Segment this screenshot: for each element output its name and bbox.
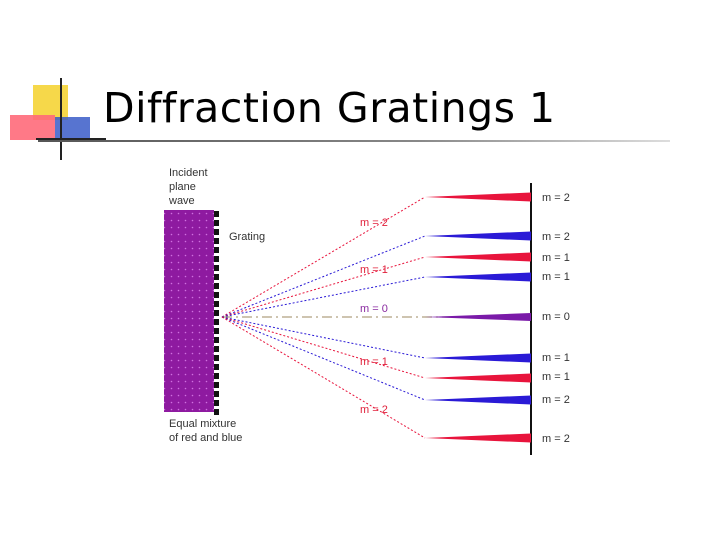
- screen-label-4: m = 1: [542, 271, 570, 283]
- fan-label-m0: m = 0: [360, 303, 388, 315]
- screen-label-1: m = 2: [542, 192, 570, 204]
- screen-label-2: m = 2: [542, 231, 570, 243]
- screen-label-6: m = 1: [542, 352, 570, 364]
- spot-red: [425, 373, 531, 383]
- incident-label-1: Incident: [169, 167, 208, 179]
- grating-label: Grating: [229, 231, 265, 243]
- grating-slit: [214, 400, 219, 406]
- grating-slit: [214, 274, 219, 280]
- ray-red: [221, 316, 426, 439]
- ray-blue: [221, 276, 426, 318]
- spot-purple: [425, 313, 531, 321]
- grating-slit: [214, 265, 219, 271]
- ray-red: [221, 196, 426, 318]
- grating-slit: [214, 328, 219, 334]
- incident-label-2: plane: [169, 181, 196, 193]
- incident-label-3: wave: [168, 195, 195, 207]
- spot-blue: [425, 353, 531, 363]
- ray-red: [221, 256, 426, 318]
- grating-slit: [214, 283, 219, 289]
- grating-slit: [214, 319, 219, 325]
- spot-blue: [425, 395, 531, 405]
- diffraction-spots: [425, 192, 531, 443]
- grating-slit: [214, 229, 219, 235]
- grating-slit: [214, 310, 219, 316]
- grating-slit: [214, 391, 219, 397]
- screen-label-9: m = 2: [542, 433, 570, 445]
- slide-title: Diffraction Gratings 1: [103, 84, 556, 132]
- grating-slit: [214, 301, 219, 307]
- ray-blue: [221, 316, 426, 359]
- ray-blue: [221, 316, 426, 401]
- screen-label-5: m = 0: [542, 311, 570, 323]
- grating-slit: [214, 220, 219, 226]
- spot-blue: [425, 231, 531, 241]
- diffracted-rays: [221, 196, 531, 439]
- fan-label-upper-m1: m = 1: [360, 264, 388, 276]
- ray-blue: [221, 235, 426, 318]
- grating-slit: [214, 364, 219, 370]
- grating-slit: [214, 346, 219, 352]
- fan-label-lower-m1: m = 1: [360, 356, 388, 368]
- fan-label-upper-m2: m = 2: [360, 217, 388, 229]
- grating-slit: [214, 409, 219, 415]
- grating-slit: [214, 373, 219, 379]
- fan-label-lower-m2: m = 2: [360, 404, 388, 416]
- spot-blue: [425, 272, 531, 282]
- slide-logo-icon: [10, 78, 106, 160]
- mixture-label-2: of red and blue: [169, 432, 242, 444]
- grating-slit: [214, 211, 219, 217]
- grating-slit: [214, 292, 219, 298]
- ray-red: [221, 316, 426, 379]
- grating-slit: [214, 337, 219, 343]
- screen-label-3: m = 1: [542, 252, 570, 264]
- screen-label-8: m = 2: [542, 394, 570, 406]
- grating: [214, 211, 219, 415]
- grating-slit: [214, 382, 219, 388]
- spot-red: [425, 433, 531, 443]
- grating-slit: [214, 256, 219, 262]
- grating-slit: [214, 355, 219, 361]
- grating-slit: [214, 238, 219, 244]
- grating-slit: [214, 247, 219, 253]
- title-divider: [38, 140, 670, 142]
- spot-red: [425, 192, 531, 202]
- spot-red: [425, 252, 531, 262]
- screen-label-7: m = 1: [542, 371, 570, 383]
- mixture-label-1: Equal mixture: [169, 418, 236, 430]
